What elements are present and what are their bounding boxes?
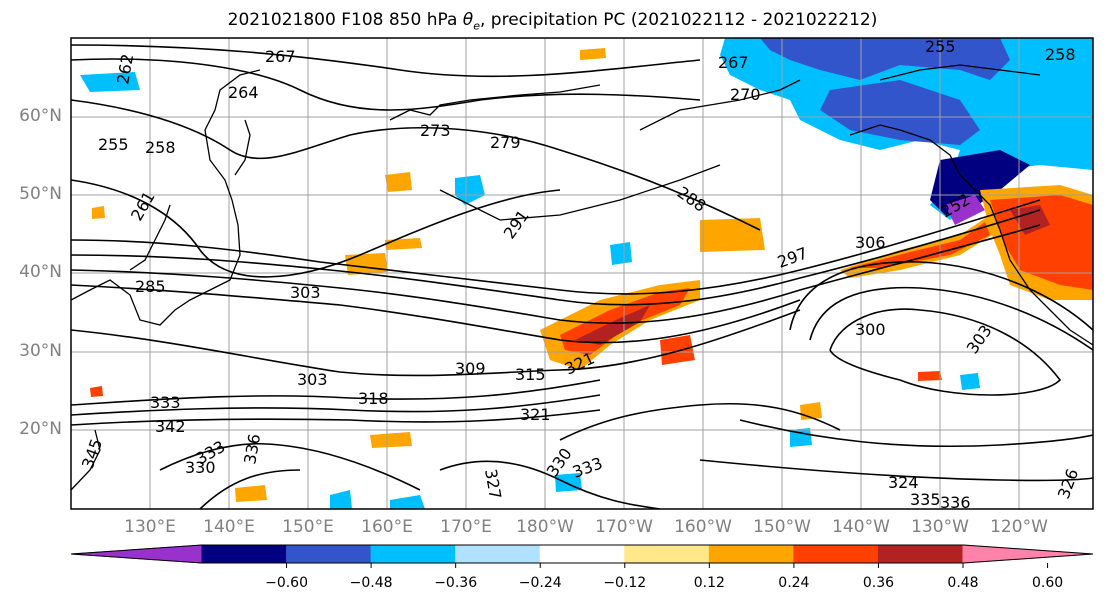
lon-label: 160°E <box>361 517 413 537</box>
contour-label: 300 <box>855 320 886 339</box>
colorbar-tick-label: −0.60 <box>265 575 308 591</box>
lon-label: 180°W <box>516 517 574 537</box>
colorbar-cell <box>624 544 711 564</box>
colorbar <box>70 544 1094 568</box>
colorbar-cell <box>708 544 795 564</box>
contour-label: 258 <box>145 138 176 157</box>
contour-label: 318 <box>358 389 389 408</box>
lon-label: 130°E <box>124 517 176 537</box>
colorbar-cell <box>793 544 880 564</box>
contour-label: 264 <box>228 83 259 102</box>
contour-label: 335 <box>910 490 941 509</box>
contour-label: 309 <box>455 359 486 378</box>
lon-label: 150°E <box>282 517 334 537</box>
map-plot-area: 267 264 262 255 258 261 273 279 270 267 … <box>71 37 1093 512</box>
lon-label: 160°W <box>674 517 732 537</box>
contour-label: 255 <box>98 135 129 154</box>
contour-label: 267 <box>718 53 749 72</box>
lon-label: 140°W <box>832 517 890 537</box>
map-title: 2021021800 F108 850 hPa θe, precipitatio… <box>227 10 878 33</box>
lon-label: 140°E <box>203 517 255 537</box>
lat-label: 50°N <box>19 184 62 204</box>
colorbar-cell <box>370 544 457 564</box>
contour-label: 333 <box>150 393 181 412</box>
colorbar-tick-label: 0.12 <box>693 575 725 591</box>
colorbar-outline <box>70 544 1094 564</box>
lat-label: 30°N <box>19 341 62 361</box>
coastlines <box>71 64 1093 491</box>
contour-label: 273 <box>420 121 451 140</box>
colorbar-cell <box>201 544 288 564</box>
positive-precip-shading <box>90 48 1093 502</box>
contour-label: 303 <box>297 370 328 389</box>
colorbar-cell <box>455 544 542 564</box>
theta-e-contours <box>71 44 1093 509</box>
contour-label: 342 <box>155 417 186 436</box>
contour-label: 324 <box>888 473 919 492</box>
map-frame <box>70 37 1094 510</box>
lon-label: 170°W <box>595 517 653 537</box>
colorbar-cell <box>962 544 1094 564</box>
colorbar-tick-label: 0.60 <box>1031 575 1064 591</box>
lat-label: 20°N <box>19 419 62 439</box>
lat-label: 60°N <box>19 106 62 126</box>
contour-label: 336 <box>940 493 971 512</box>
contour-label: 258 <box>1045 45 1076 64</box>
colorbar-cell <box>70 544 203 564</box>
lat-label: 40°N <box>19 262 62 282</box>
contour-label: 255 <box>925 37 956 56</box>
contour-label: 330 <box>185 458 216 477</box>
colorbar-cell <box>286 544 373 564</box>
contour-label: 303 <box>290 283 321 302</box>
contour-label: 267 <box>265 47 296 66</box>
colorbar-tick-label: −0.24 <box>518 575 562 591</box>
colorbar-tick-label: −0.36 <box>434 575 478 591</box>
contour-label: 306 <box>855 233 886 252</box>
lon-label: 150°W <box>753 517 811 537</box>
colorbar-tick-label: 0.36 <box>862 575 895 591</box>
contour-label: 279 <box>490 133 521 152</box>
contour-label: 315 <box>515 365 546 384</box>
contour-label-group: 267 264 262 255 258 261 273 279 270 267 … <box>78 37 1082 512</box>
contour-label: 321 <box>520 405 551 424</box>
colorbar-tick-label: −0.48 <box>349 575 393 591</box>
contour-label: 270 <box>730 85 761 104</box>
lon-label: 170°E <box>440 517 492 537</box>
colorbar-tick-label: 0.24 <box>778 575 810 591</box>
colorbar-tick-label: 0.48 <box>947 575 979 591</box>
colorbar-cell <box>877 544 964 564</box>
contour-label: 285 <box>135 277 166 296</box>
lon-label: 120°W <box>990 517 1048 537</box>
colorbar-tick-label: −0.12 <box>603 575 647 591</box>
colorbar-cell <box>539 544 626 564</box>
lon-label: 130°W <box>911 517 969 537</box>
